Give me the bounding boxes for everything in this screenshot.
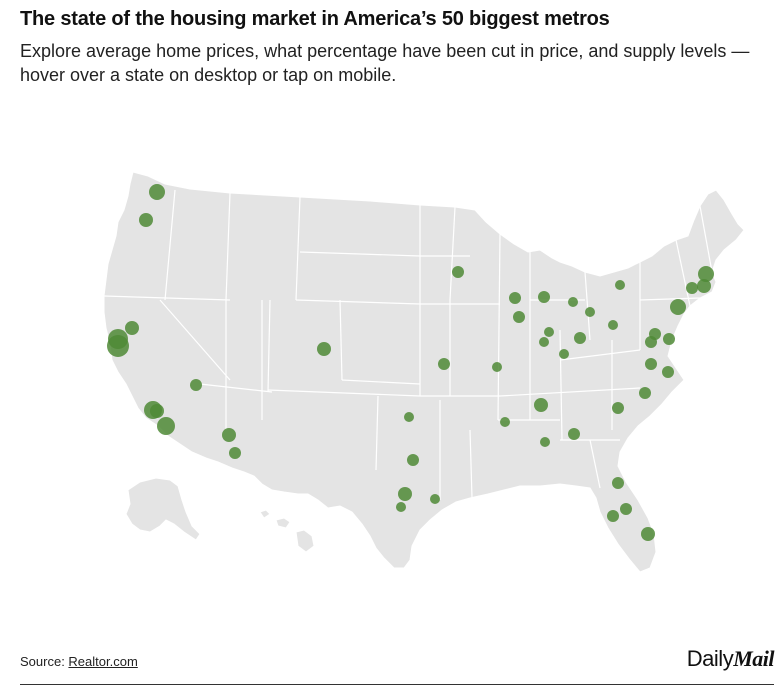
state-border-line: [469, 429, 473, 499]
page-title: The state of the housing market in Ameri…: [20, 8, 610, 30]
circle-marker-icon[interactable]: [229, 447, 241, 459]
state-border-line: [164, 189, 176, 301]
page-subtitle: Explore average home prices, what percen…: [20, 41, 750, 85]
circle-marker-icon[interactable]: [620, 503, 632, 515]
state-border-line: [295, 196, 301, 301]
hawaii-shape[interactable]: [259, 509, 315, 553]
circle-marker-icon[interactable]: [568, 428, 580, 440]
metro-markers: [107, 184, 714, 541]
circle-marker-icon[interactable]: [492, 362, 502, 372]
circle-marker-icon[interactable]: [190, 379, 202, 391]
circle-marker-icon[interactable]: [317, 342, 331, 356]
circle-marker-icon[interactable]: [149, 184, 165, 200]
circle-marker-icon[interactable]: [107, 335, 129, 357]
circle-marker-icon[interactable]: [607, 510, 619, 522]
source-link[interactable]: Realtor.com: [68, 654, 138, 669]
circle-marker-icon[interactable]: [509, 292, 521, 304]
circle-marker-icon[interactable]: [222, 428, 236, 442]
circle-marker-icon[interactable]: [615, 280, 625, 290]
state-border-line: [589, 439, 601, 489]
circle-marker-icon[interactable]: [612, 477, 624, 489]
circle-marker-icon[interactable]: [396, 502, 406, 512]
circle-marker-icon[interactable]: [407, 454, 419, 466]
state-border-line: [497, 233, 501, 421]
state-border-line: [199, 383, 273, 393]
state-border-line: [559, 349, 641, 361]
state-border-line: [159, 299, 231, 381]
footer-divider: [20, 684, 774, 685]
circle-marker-icon[interactable]: [574, 332, 586, 344]
circle-marker-icon[interactable]: [670, 299, 686, 315]
circle-marker-icon[interactable]: [641, 527, 655, 541]
circle-marker-icon[interactable]: [500, 417, 510, 427]
state-border-line: [449, 206, 456, 301]
circle-marker-icon[interactable]: [649, 328, 661, 340]
circle-marker-icon[interactable]: [398, 487, 412, 501]
circle-marker-icon[interactable]: [568, 297, 578, 307]
state-border-line: [267, 299, 271, 393]
state-border-line: [299, 251, 421, 257]
circle-marker-icon[interactable]: [645, 358, 657, 370]
source-note: Source: Realtor.com: [20, 654, 138, 669]
state-border-line: [699, 205, 713, 273]
circle-marker-icon[interactable]: [612, 402, 624, 414]
circle-marker-icon[interactable]: [544, 327, 554, 337]
circle-marker-icon[interactable]: [538, 291, 550, 303]
us-map-svg: [103, 171, 745, 573]
state-border-line: [639, 297, 701, 301]
state-border-line: [103, 295, 231, 301]
circle-marker-icon[interactable]: [534, 398, 548, 412]
circle-marker-icon[interactable]: [559, 349, 569, 359]
circle-marker-icon[interactable]: [662, 366, 674, 378]
circle-marker-icon[interactable]: [540, 437, 550, 447]
logo-mail: Mail: [733, 646, 774, 671]
circle-marker-icon[interactable]: [438, 358, 450, 370]
circle-marker-icon[interactable]: [150, 404, 164, 418]
state-border-line: [499, 387, 641, 397]
contiguous-us-shape[interactable]: [103, 171, 745, 573]
alaska-shape[interactable]: [125, 477, 201, 541]
state-borders: [103, 189, 713, 500]
state-border-line: [675, 239, 691, 307]
circle-marker-icon[interactable]: [452, 266, 464, 278]
state-border-line: [295, 299, 421, 305]
daily-mail-logo: DailyMail: [686, 646, 775, 672]
circle-marker-icon[interactable]: [686, 282, 698, 294]
state-border-line: [584, 271, 591, 341]
circle-marker-icon[interactable]: [139, 213, 153, 227]
state-border-line: [225, 192, 231, 301]
us-map[interactable]: [0, 100, 784, 640]
circle-marker-icon[interactable]: [697, 279, 711, 293]
circle-marker-icon[interactable]: [698, 266, 714, 282]
circle-marker-icon[interactable]: [608, 320, 618, 330]
circle-marker-icon[interactable]: [157, 417, 175, 435]
circle-marker-icon[interactable]: [513, 311, 525, 323]
circle-marker-icon[interactable]: [430, 494, 440, 504]
circle-marker-icon[interactable]: [639, 387, 651, 399]
circle-marker-icon[interactable]: [663, 333, 675, 345]
state-border-line: [375, 395, 379, 471]
source-prefix: Source:: [20, 654, 69, 669]
circle-marker-icon[interactable]: [539, 337, 549, 347]
circle-marker-icon[interactable]: [585, 307, 595, 317]
state-border-line: [341, 379, 421, 385]
state-border-line: [339, 299, 343, 381]
state-border-line: [559, 329, 563, 441]
logo-daily: Daily: [686, 646, 734, 671]
state-border-line: [267, 389, 421, 397]
circle-marker-icon[interactable]: [404, 412, 414, 422]
circle-marker-icon[interactable]: [125, 321, 139, 335]
